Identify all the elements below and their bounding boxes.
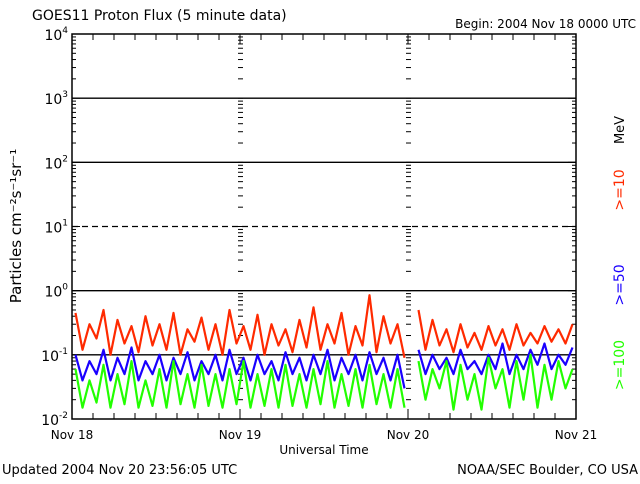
x-tick-label: Nov 20 [387, 428, 430, 442]
legend-entry: >=100 [612, 340, 628, 390]
x-tick-label: Nov 19 [219, 428, 262, 442]
y-tick-label: 100 [44, 283, 68, 301]
series-line-ge10 [74, 294, 574, 359]
credit-label: NOAA/SEC Boulder, CO USA [457, 463, 638, 478]
y-tick-label: 10-2 [41, 411, 68, 429]
chart-title: GOES11 Proton Flux (5 minute data) [32, 8, 287, 24]
series-line-ge50 [74, 342, 574, 389]
x-axis-label: Universal Time [279, 443, 368, 457]
y-tick-labels: 104 103 102 101 100 10-1 10-2 [41, 26, 68, 429]
series-lines [74, 294, 574, 411]
x-tick-label: Nov 18 [51, 428, 94, 442]
series-line-ge100 [74, 353, 574, 411]
unit-label: MeV [613, 116, 628, 144]
x-tick-labels: Nov 18 Nov 19 Nov 20 Nov 21 [51, 428, 598, 442]
grid-lines [72, 97, 576, 356]
legend-entry: >=50 [612, 264, 628, 305]
y-tick-label: 104 [44, 26, 68, 44]
updated-timestamp: Updated 2004 Nov 20 23:56:05 UTC [2, 463, 237, 478]
begin-label: Begin: 2004 Nov 18 0000 UTC [455, 17, 636, 31]
y-tick-label: 102 [44, 154, 68, 172]
legend: >=10 >=50 >=100 [612, 169, 628, 390]
plot-frame [71, 33, 577, 420]
y-tick-label: 103 [44, 90, 68, 108]
legend-entry: >=10 [612, 169, 628, 210]
y-axis-label: Particles cm⁻²s⁻¹sr⁻¹ [7, 149, 25, 303]
y-tick-label: 101 [44, 219, 68, 237]
y-tick-label: 10-1 [41, 347, 68, 365]
x-tick-label: Nov 21 [555, 428, 598, 442]
